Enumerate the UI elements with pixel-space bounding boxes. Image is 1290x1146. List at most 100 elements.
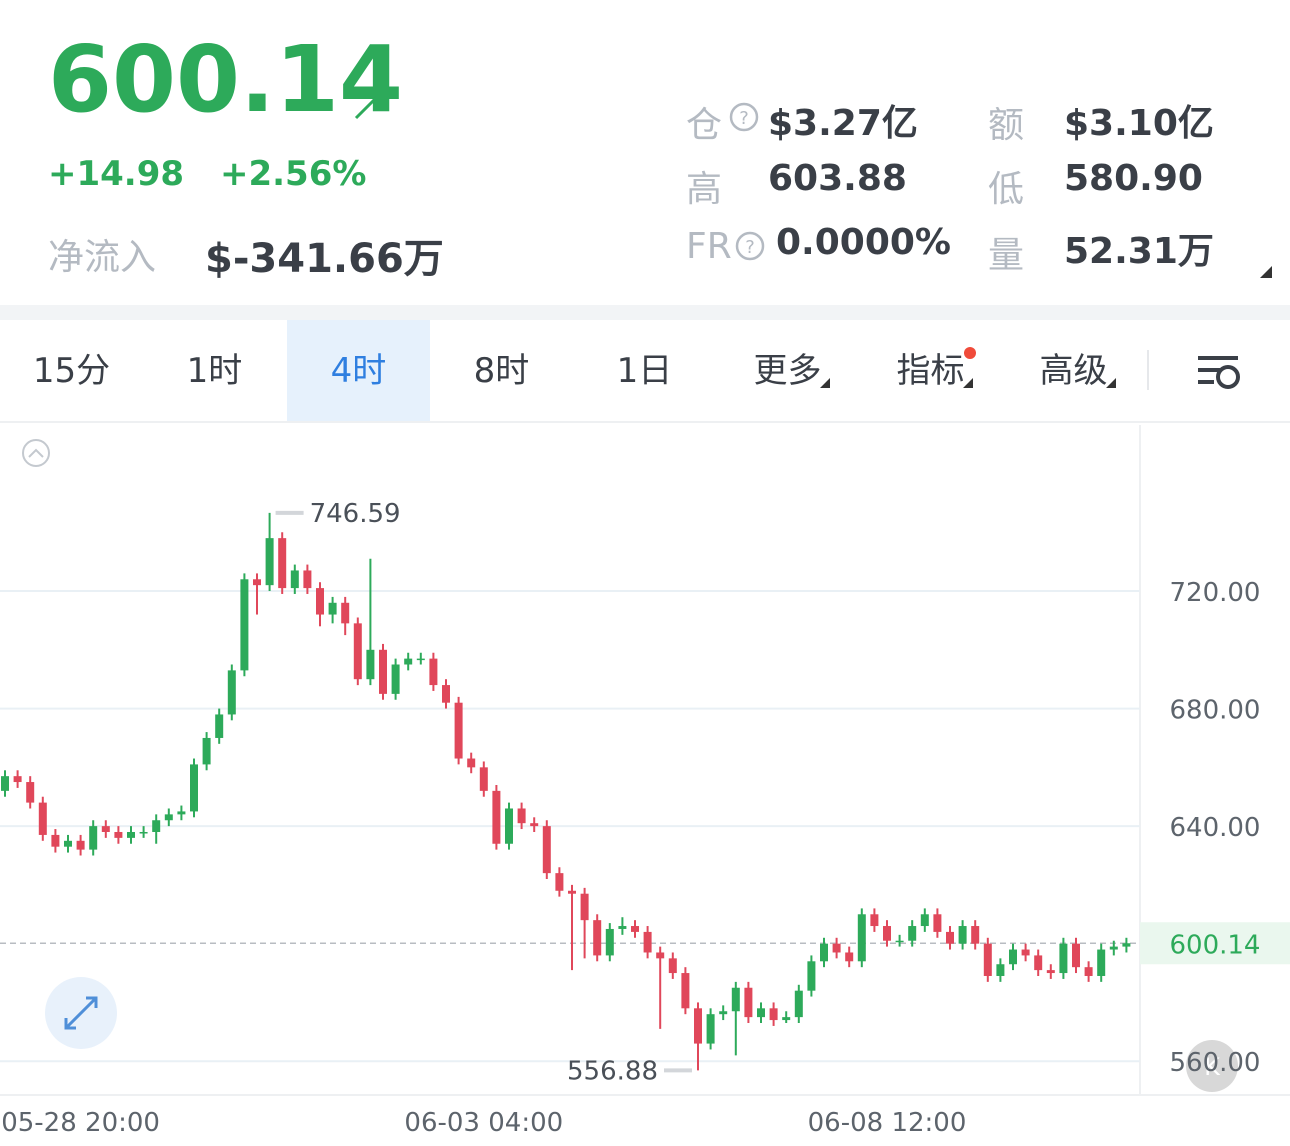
- stat-label: 高: [686, 169, 723, 210]
- tab[interactable]: 15分: [32, 351, 111, 391]
- candle-body: [240, 579, 249, 671]
- tab[interactable]: 指标: [896, 351, 965, 391]
- candle-body: [227, 670, 236, 715]
- candle-body: [114, 831, 123, 838]
- tab[interactable]: 4时: [330, 351, 387, 391]
- candle-body: [820, 943, 828, 962]
- candle-body: [996, 964, 1005, 976]
- candle-body: [38, 802, 47, 835]
- candle-body: [517, 808, 526, 824]
- candle-body: [265, 538, 274, 586]
- candle-body: [605, 928, 614, 956]
- candle-body: [1, 776, 9, 791]
- current-price-bg: [1140, 922, 1290, 965]
- netflow: $-341.66万: [205, 236, 444, 282]
- stat-value: $3.10亿: [1064, 103, 1214, 144]
- candle-body: [832, 943, 841, 953]
- candle-body: [883, 926, 891, 941]
- candle-body: [920, 914, 929, 927]
- help-icon[interactable]: ?: [728, 100, 762, 134]
- candle-body: [505, 808, 513, 844]
- candle-body: [76, 840, 85, 850]
- candle-body: [542, 826, 551, 874]
- candle-body: [958, 926, 967, 944]
- candle-body: [568, 890, 576, 894]
- candle-body: [1109, 946, 1118, 950]
- candle-body: [933, 914, 942, 932]
- candle-body: [731, 987, 740, 1012]
- candle-body: [757, 1008, 765, 1018]
- candle-body: [1034, 955, 1043, 971]
- candle-body: [190, 764, 198, 812]
- candle-body: [593, 920, 602, 956]
- candle-body: [492, 790, 501, 844]
- candle-body: [1072, 943, 1080, 968]
- candle-body: [152, 820, 161, 832]
- tab[interactable]: 高级: [1039, 351, 1108, 391]
- candle-body: [706, 1014, 715, 1044]
- candle-body: [177, 811, 186, 815]
- candle-body: [366, 649, 375, 680]
- stat-label: 仓: [686, 105, 723, 146]
- candle-body: [845, 952, 854, 962]
- candle-body: [580, 893, 589, 921]
- candle-body: [1059, 943, 1068, 974]
- candle-body: [479, 767, 488, 791]
- candle-body: [618, 926, 627, 929]
- tab[interactable]: 1日: [616, 351, 673, 391]
- candle-body: [64, 840, 72, 847]
- candle-body: [89, 826, 98, 850]
- stat-label: 额: [988, 105, 1025, 146]
- candle-body: [429, 658, 438, 686]
- tab[interactable]: 1时: [186, 351, 243, 391]
- x-tick-label: 06-03 04:00: [404, 1108, 563, 1138]
- candle-body: [807, 961, 816, 991]
- candle-body: [946, 931, 954, 944]
- price: 600.14: [48, 26, 404, 133]
- stat-label: 量: [988, 235, 1025, 276]
- candle-body: [442, 685, 450, 703]
- tab[interactable]: 8时: [473, 351, 530, 391]
- help-icon[interactable]: ?: [734, 229, 768, 263]
- tab-active-bg: [287, 320, 430, 423]
- candle-body: [555, 873, 564, 891]
- candle-body: [656, 952, 665, 959]
- candle-body: [1122, 943, 1131, 947]
- svg-text:K: K: [1204, 1053, 1221, 1081]
- candle-body: [857, 914, 866, 962]
- candle-body: [631, 926, 639, 932]
- candle-body: [416, 658, 425, 661]
- candle-body: [1097, 949, 1106, 976]
- candle-body: [278, 538, 287, 589]
- candle-body: [454, 702, 463, 759]
- candle-body: [643, 931, 652, 953]
- candle-body: [253, 579, 261, 586]
- candle-body: [895, 940, 904, 943]
- candle-body: [353, 623, 362, 680]
- candle-body: [303, 570, 312, 589]
- divider: [0, 305, 1290, 320]
- stat-value: 0.0000%: [776, 222, 951, 263]
- candle-body: [794, 990, 803, 1018]
- stat-label: 低: [988, 169, 1025, 210]
- stat-value: 603.88: [768, 158, 907, 199]
- tab[interactable]: 更多: [753, 351, 822, 391]
- x-tick-label: 05-28 20:00: [1, 1108, 160, 1138]
- candle-body: [202, 737, 211, 765]
- candle-body: [694, 1008, 702, 1044]
- netflow-label: 净流入: [48, 237, 157, 278]
- candle-body: [391, 664, 400, 694]
- candle-body: [681, 973, 690, 1009]
- max-label: 746.59: [310, 499, 401, 529]
- min-label: 556.88: [567, 1056, 658, 1086]
- candle-body: [983, 943, 992, 976]
- current-price-label: 600.14: [1170, 930, 1261, 960]
- y-tick-label: 640.00: [1170, 813, 1261, 843]
- candle-body: [404, 658, 413, 665]
- candle-body: [744, 987, 753, 1018]
- change: +14.98: [48, 154, 185, 194]
- candle-body: [101, 826, 110, 832]
- y-tick-label: 720.00: [1170, 578, 1261, 608]
- candle-body: [379, 649, 387, 694]
